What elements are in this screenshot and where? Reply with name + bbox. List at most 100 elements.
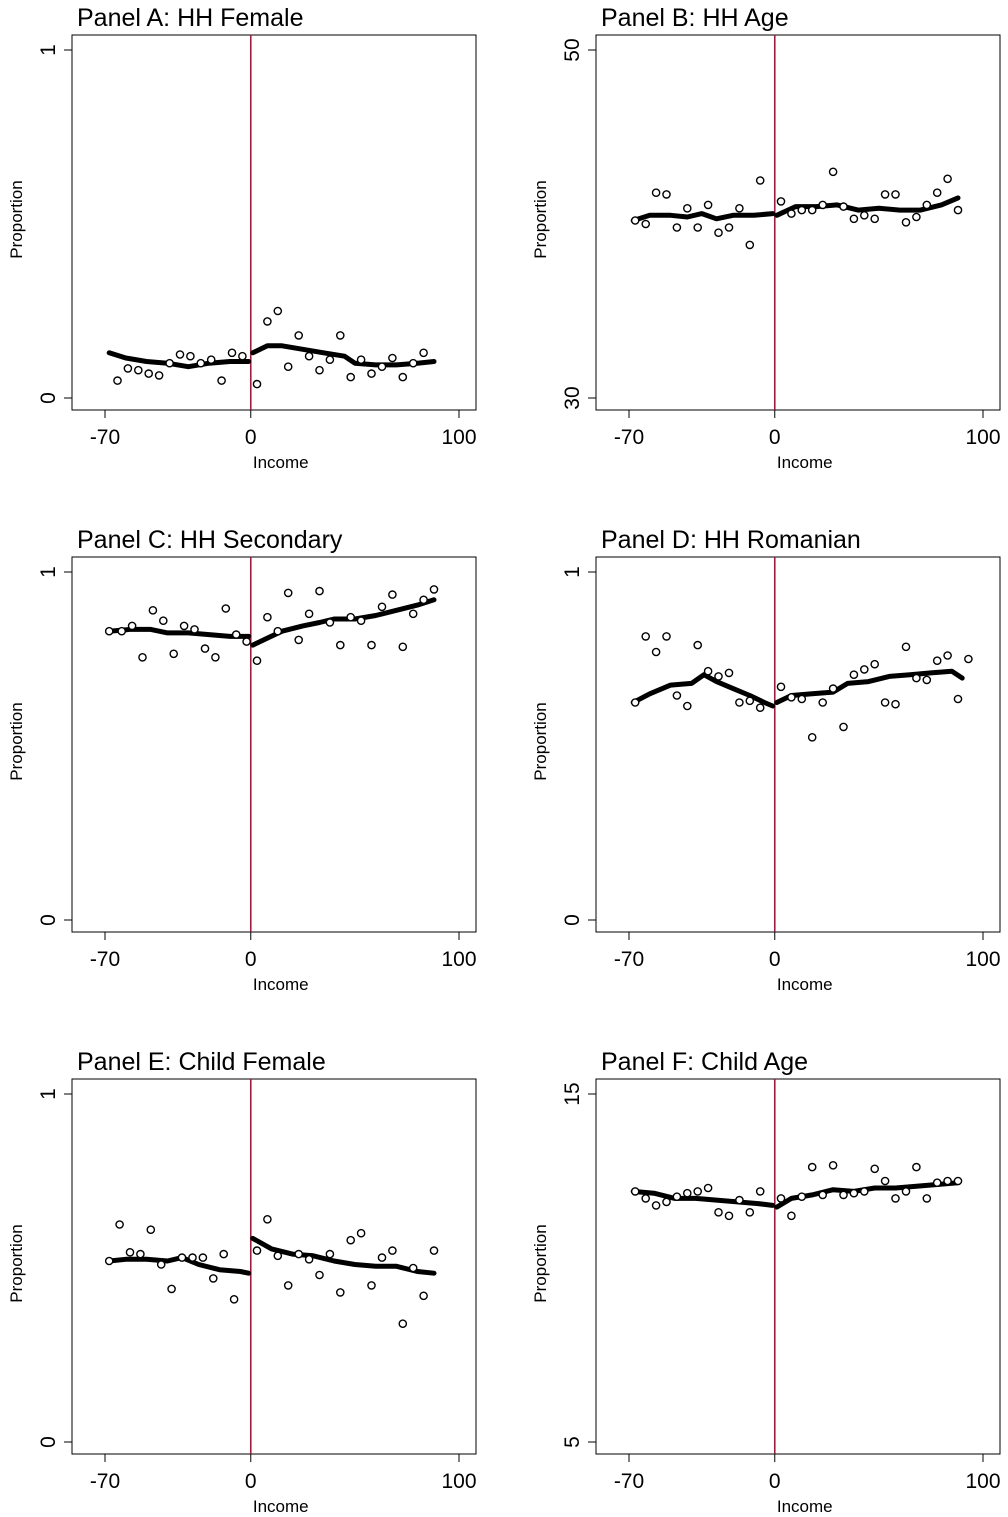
data-point bbox=[190, 625, 199, 634]
data-point bbox=[943, 174, 952, 184]
data-point bbox=[304, 1255, 314, 1264]
y-axis-label: Proportion bbox=[531, 180, 550, 258]
data-point bbox=[953, 1176, 963, 1186]
data-point bbox=[136, 1249, 145, 1259]
data-point bbox=[335, 640, 345, 650]
y-tick-label: 1 bbox=[561, 566, 584, 578]
data-point bbox=[735, 698, 744, 707]
data-point bbox=[880, 190, 890, 199]
data-point bbox=[922, 200, 932, 210]
fit-line-left bbox=[630, 211, 776, 223]
panel-title: Panel F: Child Age bbox=[601, 1048, 808, 1076]
chart-panel-6: Panel F: Child Age 5 15 -70 0 100 Income Propor… bbox=[531, 1048, 1001, 1516]
data-point bbox=[229, 1295, 239, 1304]
data-point bbox=[335, 331, 345, 340]
y-tick-label: 1 bbox=[37, 566, 60, 578]
data-point bbox=[419, 1291, 428, 1301]
data-point bbox=[188, 1253, 197, 1262]
data-point bbox=[219, 1249, 228, 1259]
data-point bbox=[127, 621, 137, 631]
y-tick-label: 1 bbox=[37, 1088, 60, 1100]
x-tick-label: 100 bbox=[965, 1470, 1000, 1493]
data-point bbox=[196, 358, 206, 368]
data-point bbox=[641, 219, 651, 229]
data-point bbox=[148, 606, 158, 615]
data-point bbox=[231, 630, 241, 639]
plot-frame bbox=[595, 34, 1001, 411]
y-axis-label: Proportion bbox=[7, 1224, 26, 1302]
data-point bbox=[273, 626, 283, 636]
data-point bbox=[335, 1288, 345, 1297]
data-point bbox=[198, 1253, 208, 1262]
data-point bbox=[398, 1319, 408, 1328]
plot-frame bbox=[71, 34, 477, 411]
data-point bbox=[356, 355, 366, 365]
data-point bbox=[263, 317, 272, 326]
data-point bbox=[901, 1187, 911, 1196]
x-tick-label: 100 bbox=[441, 948, 476, 971]
data-point bbox=[797, 694, 807, 704]
data-point bbox=[408, 1263, 418, 1273]
data-point bbox=[346, 372, 356, 382]
y-tick-label: 0 bbox=[37, 914, 60, 926]
chart-panel-4: Panel D: HH Romanian 0 1 -70 0 100 Income Propo… bbox=[531, 526, 1001, 994]
data-point bbox=[807, 205, 817, 215]
data-point bbox=[693, 223, 703, 232]
fit-line-right bbox=[774, 668, 965, 705]
data-point bbox=[891, 190, 900, 199]
data-point bbox=[860, 1187, 869, 1196]
x-tick-label: -70 bbox=[90, 1470, 120, 1493]
data-point bbox=[158, 616, 168, 626]
data-point bbox=[807, 733, 817, 742]
data-point bbox=[630, 1187, 640, 1196]
data-point bbox=[703, 666, 713, 676]
data-point bbox=[735, 203, 744, 213]
fit-line-right bbox=[250, 343, 437, 368]
data-point bbox=[263, 1215, 272, 1224]
data-point bbox=[797, 1192, 807, 1201]
data-point bbox=[683, 1188, 692, 1198]
data-point bbox=[912, 212, 921, 222]
data-point bbox=[367, 1281, 376, 1290]
data-point bbox=[227, 348, 237, 358]
data-point bbox=[167, 1284, 176, 1294]
data-point bbox=[849, 670, 859, 680]
data-point bbox=[377, 362, 387, 372]
data-point bbox=[263, 612, 272, 622]
data-point bbox=[849, 1188, 859, 1198]
data-point bbox=[870, 659, 880, 669]
data-point bbox=[901, 642, 911, 652]
data-point bbox=[217, 376, 226, 385]
data-point bbox=[703, 1183, 713, 1193]
data-point bbox=[651, 1201, 661, 1210]
chart-panel-3: Panel C: HH Secondary 0 1 -70 0 100 Income Prop… bbox=[7, 526, 477, 994]
data-point bbox=[408, 358, 418, 368]
x-tick-label: -70 bbox=[614, 948, 644, 971]
data-point bbox=[315, 365, 324, 375]
data-point bbox=[388, 590, 397, 599]
fit-line-right bbox=[774, 195, 961, 218]
data-point bbox=[797, 205, 807, 215]
data-point bbox=[912, 673, 921, 683]
data-point bbox=[429, 1246, 439, 1255]
data-point bbox=[735, 1195, 744, 1205]
data-point bbox=[304, 351, 314, 361]
data-point bbox=[776, 197, 786, 206]
data-point bbox=[388, 353, 397, 363]
data-point bbox=[818, 698, 828, 707]
data-point bbox=[304, 609, 314, 619]
data-point bbox=[104, 1256, 114, 1266]
data-point bbox=[419, 595, 428, 605]
data-point bbox=[238, 351, 247, 361]
data-point bbox=[325, 618, 335, 627]
y-tick-label: 5 bbox=[561, 1436, 584, 1448]
data-point bbox=[146, 1225, 156, 1234]
fit-line-right bbox=[250, 1235, 437, 1276]
data-point bbox=[346, 612, 356, 622]
data-point bbox=[891, 1194, 900, 1203]
data-point bbox=[755, 176, 765, 185]
x-axis-label: Income bbox=[253, 1497, 309, 1516]
data-point bbox=[849, 214, 859, 224]
data-point bbox=[283, 362, 293, 372]
